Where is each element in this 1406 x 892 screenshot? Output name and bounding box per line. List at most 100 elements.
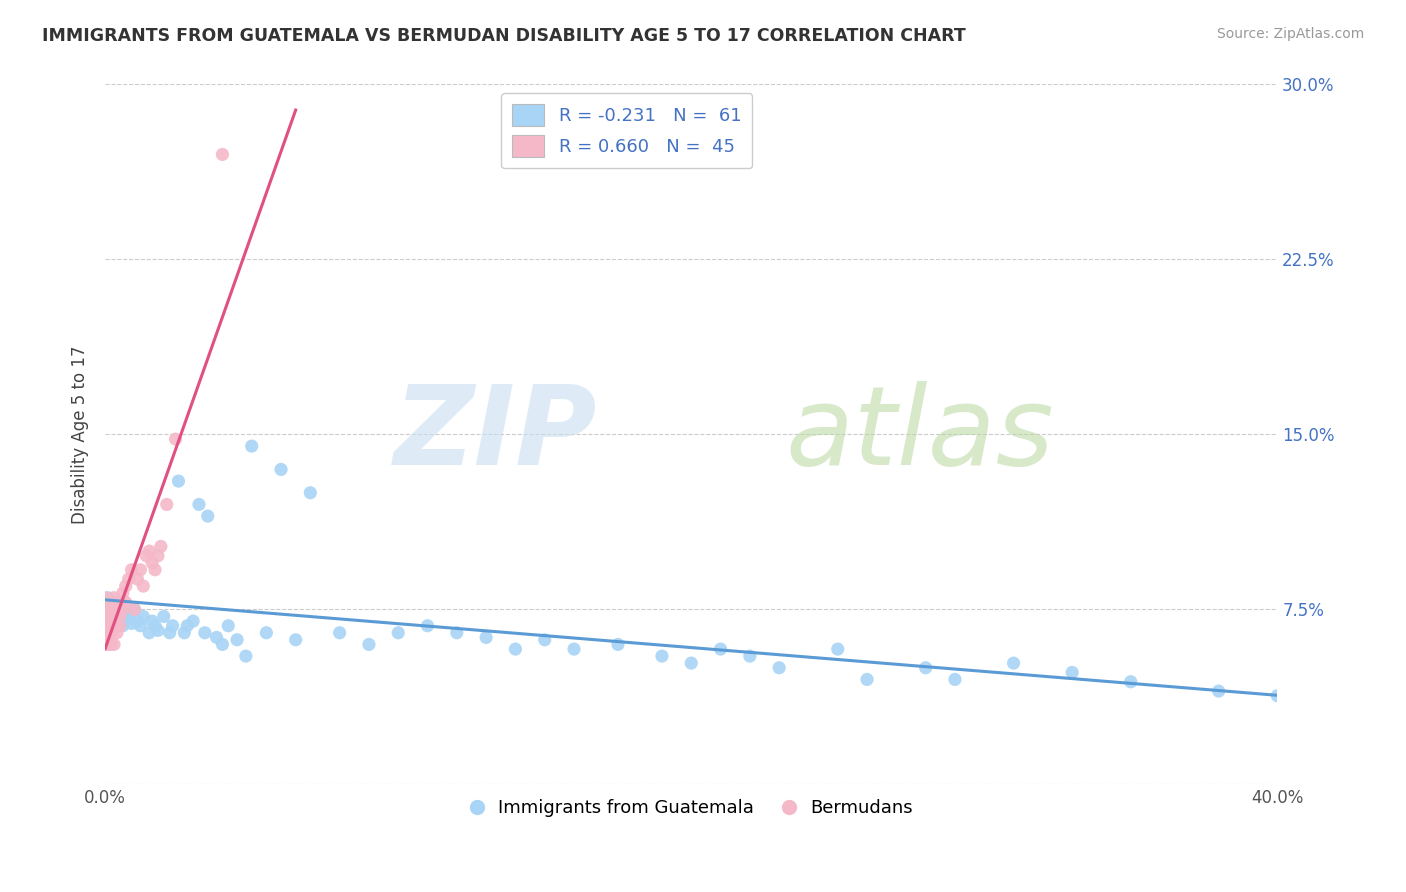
Point bbox=[533, 632, 555, 647]
Point bbox=[108, 614, 131, 628]
Point bbox=[165, 432, 187, 446]
Point bbox=[446, 625, 468, 640]
Point bbox=[299, 485, 322, 500]
Point bbox=[1208, 684, 1230, 698]
Point bbox=[1265, 689, 1288, 703]
Point bbox=[156, 498, 179, 512]
Point bbox=[143, 563, 166, 577]
Point bbox=[129, 619, 152, 633]
Point bbox=[103, 637, 125, 651]
Point bbox=[211, 637, 233, 651]
Point bbox=[194, 625, 217, 640]
Point bbox=[121, 563, 143, 577]
Point bbox=[100, 614, 122, 628]
Point bbox=[217, 619, 239, 633]
Point bbox=[738, 649, 761, 664]
Point bbox=[138, 544, 160, 558]
Point bbox=[205, 631, 228, 645]
Point bbox=[254, 625, 277, 640]
Point bbox=[100, 602, 122, 616]
Point bbox=[103, 609, 125, 624]
Point bbox=[387, 625, 409, 640]
Point bbox=[827, 642, 849, 657]
Point bbox=[127, 614, 149, 628]
Point bbox=[768, 661, 790, 675]
Point bbox=[162, 619, 184, 633]
Point bbox=[173, 625, 195, 640]
Point bbox=[197, 509, 219, 524]
Point bbox=[108, 609, 131, 624]
Point bbox=[284, 632, 307, 647]
Point bbox=[121, 616, 143, 631]
Point bbox=[562, 642, 585, 657]
Point bbox=[97, 619, 120, 633]
Point bbox=[856, 673, 879, 687]
Point bbox=[124, 602, 146, 616]
Point bbox=[357, 637, 380, 651]
Point bbox=[94, 637, 117, 651]
Point bbox=[118, 572, 141, 586]
Point bbox=[94, 609, 117, 624]
Point bbox=[103, 619, 125, 633]
Text: IMMIGRANTS FROM GUATEMALA VS BERMUDAN DISABILITY AGE 5 TO 17 CORRELATION CHART: IMMIGRANTS FROM GUATEMALA VS BERMUDAN DI… bbox=[42, 27, 966, 45]
Point bbox=[105, 595, 128, 609]
Point bbox=[94, 614, 117, 628]
Point bbox=[103, 591, 125, 605]
Point bbox=[943, 673, 966, 687]
Point bbox=[108, 619, 131, 633]
Point bbox=[103, 602, 125, 616]
Point bbox=[100, 637, 122, 651]
Point bbox=[105, 609, 128, 624]
Point bbox=[226, 632, 249, 647]
Point bbox=[135, 549, 157, 563]
Point bbox=[97, 602, 120, 616]
Point bbox=[100, 602, 122, 616]
Y-axis label: Disability Age 5 to 17: Disability Age 5 to 17 bbox=[72, 345, 89, 524]
Point bbox=[240, 439, 263, 453]
Point bbox=[143, 619, 166, 633]
Text: ZIP: ZIP bbox=[394, 381, 598, 488]
Legend: Immigrants from Guatemala, Bermudans: Immigrants from Guatemala, Bermudans bbox=[463, 792, 920, 824]
Text: atlas: atlas bbox=[785, 381, 1053, 488]
Point bbox=[149, 540, 172, 554]
Point bbox=[124, 602, 146, 616]
Point bbox=[114, 607, 136, 621]
Point bbox=[475, 631, 498, 645]
Point bbox=[105, 595, 128, 609]
Point bbox=[188, 498, 211, 512]
Point bbox=[108, 595, 131, 609]
Point bbox=[100, 625, 122, 640]
Point bbox=[97, 625, 120, 640]
Point bbox=[138, 625, 160, 640]
Point bbox=[329, 625, 352, 640]
Point bbox=[709, 642, 731, 657]
Point bbox=[235, 649, 257, 664]
Point bbox=[141, 556, 163, 570]
Point bbox=[94, 619, 117, 633]
Point bbox=[114, 595, 136, 609]
Point bbox=[94, 625, 117, 640]
Point bbox=[118, 612, 141, 626]
Point bbox=[94, 602, 117, 616]
Point bbox=[651, 649, 673, 664]
Point bbox=[94, 591, 117, 605]
Point bbox=[127, 572, 149, 586]
Point bbox=[132, 579, 155, 593]
Point bbox=[681, 656, 703, 670]
Point bbox=[505, 642, 527, 657]
Point bbox=[146, 624, 169, 638]
Point bbox=[97, 637, 120, 651]
Point bbox=[1119, 674, 1142, 689]
Point bbox=[153, 609, 176, 624]
Point bbox=[914, 661, 936, 675]
Point bbox=[167, 474, 190, 488]
Point bbox=[111, 619, 134, 633]
Point bbox=[111, 602, 134, 616]
Point bbox=[416, 619, 439, 633]
Point bbox=[146, 549, 169, 563]
Point bbox=[176, 619, 198, 633]
Point bbox=[105, 625, 128, 640]
Point bbox=[114, 579, 136, 593]
Point bbox=[607, 637, 630, 651]
Point bbox=[132, 609, 155, 624]
